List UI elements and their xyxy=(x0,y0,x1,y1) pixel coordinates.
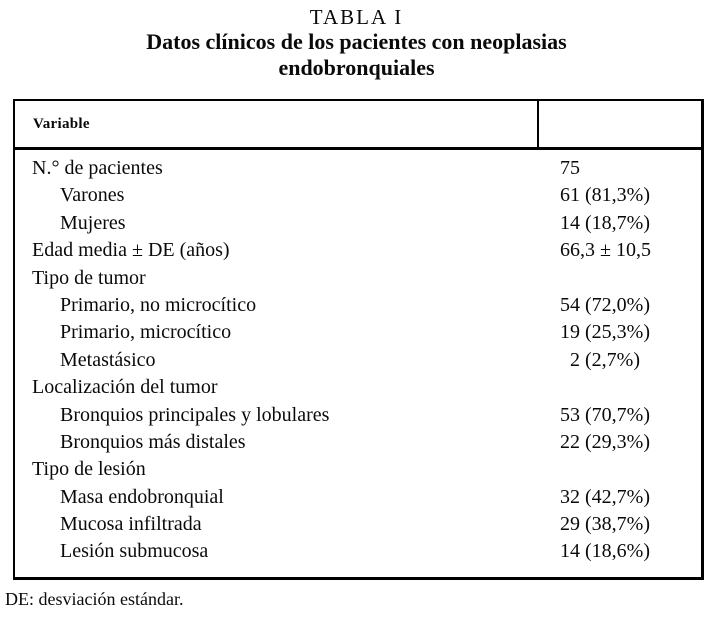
row-label: Mujeres xyxy=(60,211,126,234)
row-value: 32 (42,7%) xyxy=(560,484,650,511)
row-value: 66,3 ± 10,5 xyxy=(560,237,651,264)
table-row: Primario, microcítico 19 (25,3%) xyxy=(15,319,701,346)
row-label: Mucosa infiltrada xyxy=(60,513,202,536)
row-value-number: 61 xyxy=(560,184,580,207)
row-value-detail: (42,7%) xyxy=(580,485,650,508)
row-label: Tipo de tumor xyxy=(32,266,146,289)
row-value: 53 (70,7%) xyxy=(560,402,650,429)
row-value-detail: (29,3%) xyxy=(580,430,650,453)
row-value-detail: (38,7%) xyxy=(580,513,650,536)
row-value-number: 54 xyxy=(560,293,580,316)
row-value: 14 (18,6%) xyxy=(560,538,650,565)
row-value: 75 xyxy=(560,155,580,182)
row-value-number: 2 xyxy=(570,348,580,371)
row-label: Bronquios principales y lobulares xyxy=(60,403,330,426)
row-value: 19 (25,3%) xyxy=(560,319,650,346)
table-row: Bronquios más distales 22 (29,3%) xyxy=(15,429,701,456)
table-row: Masa endobronquial 32 (42,7%) xyxy=(15,484,701,511)
row-value-detail: (81,3%) xyxy=(580,184,650,207)
table-title: TABLA I xyxy=(309,5,404,29)
row-value-detail: ± 10,5 xyxy=(595,239,651,262)
row-value-number: 66,3 xyxy=(560,239,595,262)
row-label: N.° de pacientes xyxy=(32,157,163,179)
table-row: Primario, no microcítico 54 (72,0%) xyxy=(15,292,701,319)
table-row: Varones 61 (81,3%) xyxy=(15,182,701,209)
row-value-detail: (25,3%) xyxy=(580,321,650,344)
table-row: Tipo de lesión xyxy=(15,456,701,483)
row-label: Masa endobronquial xyxy=(60,485,224,508)
table-row: Metastásico 2 (2,7%) xyxy=(15,347,701,374)
table-footnote: DE: desviación estándar. xyxy=(5,589,184,609)
table-row: Lesión submucosa 14 (18,6%) xyxy=(15,538,701,565)
row-label: Primario, microcítico xyxy=(60,321,232,344)
row-value-number: 53 xyxy=(560,403,580,426)
table-subtitle: Datos clínicos de los pacientes con neop… xyxy=(0,29,713,81)
header-cell-variable: Variable xyxy=(33,115,90,132)
row-label: Primario, no microcítico xyxy=(60,293,257,316)
row-label: Lesión submucosa xyxy=(60,540,209,563)
table-row: N.° de pacientes 75 xyxy=(15,155,701,182)
row-value-detail: (70,7%) xyxy=(580,403,650,426)
row-label: Edad media ± DE (años) xyxy=(32,239,230,262)
row-value: 61 (81,3%) xyxy=(560,182,650,209)
row-label: Metastásico xyxy=(60,348,156,371)
row-label: Localización del tumor xyxy=(32,376,218,399)
table-header-row: Variable xyxy=(15,101,701,150)
row-value-number: 14 xyxy=(560,540,580,563)
row-value-detail: (2,7%) xyxy=(580,348,640,371)
table-row: Localización del tumor xyxy=(15,374,701,401)
row-value-number: 14 xyxy=(560,211,580,234)
row-value-detail: (18,7%) xyxy=(580,211,650,234)
row-value-number: 19 xyxy=(560,321,580,344)
table-row: Edad media ± DE (años) 66,3 ± 10,5 xyxy=(15,237,701,264)
table-row: Mucosa infiltrada 29 (38,7%) xyxy=(15,511,701,538)
table-row: Bronquios principales y lobulares 53 (70,… xyxy=(15,402,701,429)
row-value: 22 (29,3%) xyxy=(560,429,650,456)
row-value-number: 22 xyxy=(560,430,580,453)
row-value-number: 75 xyxy=(560,157,580,179)
row-value: 2 (2,7%) xyxy=(560,347,640,374)
row-value: 29 (38,7%) xyxy=(560,511,650,538)
data-table: Variable N.° de pacientes 75 Varones 61 (81… xyxy=(13,99,704,580)
row-label: Bronquios más distales xyxy=(60,430,246,453)
row-value-detail: (72,0%) xyxy=(580,293,650,316)
table-row: Mujeres 14 (18,7%) xyxy=(15,210,701,237)
row-label: Varones xyxy=(60,184,125,207)
row-value-number: 32 xyxy=(560,485,580,508)
row-value-number: 29 xyxy=(560,513,580,536)
row-label: Tipo de lesión xyxy=(32,458,146,481)
table-body: N.° de pacientes 75 Varones 61 (81,3%) Mujer… xyxy=(15,150,701,566)
table-row: Tipo de tumor xyxy=(15,265,701,292)
row-value: 54 (72,0%) xyxy=(560,292,650,319)
row-value-detail: (18,6%) xyxy=(580,540,650,563)
header-cell-value xyxy=(537,101,701,147)
subtitle-line-1: Datos clínicos de los pacientes con neop… xyxy=(146,29,567,54)
subtitle-line-2: endobronquiales xyxy=(278,55,435,80)
row-value: 14 (18,7%) xyxy=(560,210,650,237)
